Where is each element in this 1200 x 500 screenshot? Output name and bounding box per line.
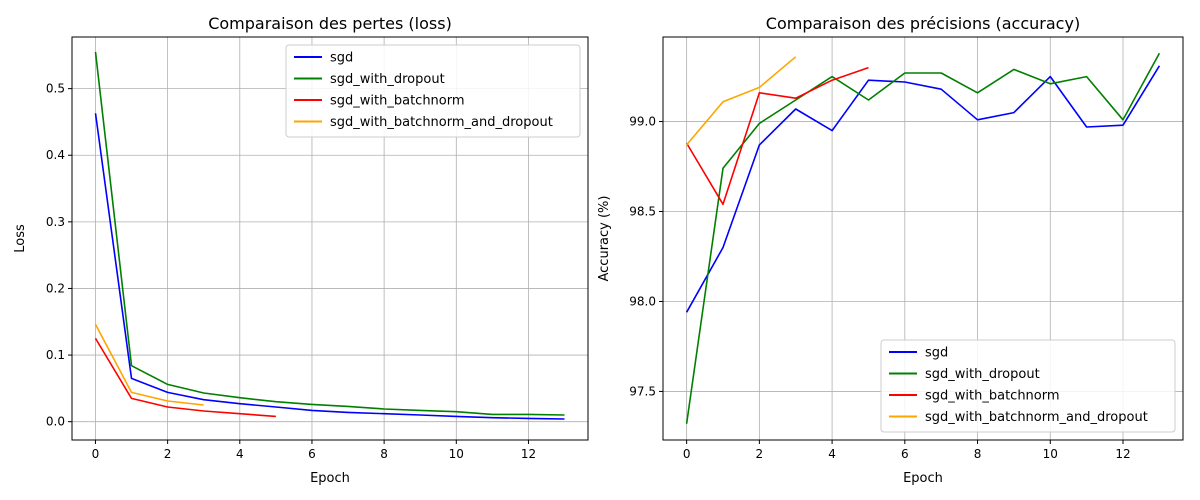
- accuracy-y-tick-label: 98.0: [629, 294, 656, 308]
- accuracy-y-tick-label: 98.5: [629, 205, 656, 219]
- loss-y-axis-label: Loss: [13, 224, 28, 253]
- loss-y-tick-label: 0.3: [46, 215, 65, 229]
- accuracy-x-axis-label: Epoch: [903, 471, 943, 486]
- accuracy-legend-box: [880, 339, 1176, 433]
- accuracy-x-tick-label: 12: [1115, 447, 1130, 461]
- accuracy-series-sgd: [685, 65, 1161, 313]
- loss-legend: sgd sgd_with_dropout sgd_with_batchnormsgd…: [285, 44, 581, 138]
- accuracy-legend-label: sgd_with_dropout: [925, 367, 1040, 382]
- accuracy-x-tick-label: 10: [1043, 447, 1058, 461]
- accuracy-plot-frame: [662, 36, 1184, 441]
- accuracy-x-tick-label: 4: [828, 447, 836, 461]
- loss-plot-frame: [71, 36, 589, 441]
- loss-series-sgd_with_dropout: [94, 51, 565, 416]
- loss-x-tick-label: 0: [92, 447, 100, 461]
- loss-series-sgd_with_batchnorm_and_dropout: [94, 324, 204, 406]
- loss-series-sgd_with_batchnorm: [94, 337, 276, 418]
- accuracy-x-tick-label: 8: [974, 447, 982, 461]
- loss-y-tick-label: 0.2: [46, 281, 65, 295]
- accuracy-series-lines: [685, 52, 1161, 424]
- loss-y-tick-label: 0.4: [46, 148, 65, 162]
- loss-y-tick-label: 0.1: [46, 348, 65, 362]
- loss-series-sgd: [94, 113, 565, 420]
- accuracy-y-tick-label: 97.5: [629, 384, 656, 398]
- loss-x-tick-label: 8: [380, 447, 388, 461]
- loss-x-axis-label: Epoch: [310, 471, 350, 486]
- loss-x-tick-label: 4: [236, 447, 244, 461]
- accuracy-grid: [663, 37, 1183, 440]
- loss-legend-label: sgd: [330, 51, 353, 66]
- loss-legend-box: [285, 44, 581, 138]
- accuracy-series-sgd_with_dropout: [685, 52, 1161, 424]
- accuracy-legend-label: sgd_with_batchnorm_and_dropout: [925, 410, 1148, 425]
- loss-y-tick-label: 0.0: [46, 415, 65, 429]
- loss-chart: 0 2 4 6 8 10 12 0.0 0.1 0.2 0.3 0.4 0.5 Comparaison …: [13, 14, 589, 486]
- accuracy-series-sgd_with_batchnorm: [685, 66, 869, 206]
- accuracy-x-tick-label: 6: [901, 447, 909, 461]
- loss-grid: [72, 37, 588, 440]
- loss-legend-label: sgd_with_batchnorm_and_dropout: [330, 115, 553, 130]
- accuracy-legend-label: sgd_with_batchnorm: [925, 389, 1060, 404]
- loss-x-tick-label: 2: [164, 447, 172, 461]
- accuracy-x-tick-label: 2: [756, 447, 764, 461]
- accuracy-x-tick-label: 0: [683, 447, 691, 461]
- loss-ticks: 0 2 4 6 8 10 12 0.0 0.1 0.2 0.3 0.4 0.5: [46, 82, 536, 461]
- loss-x-tick-label: 6: [308, 447, 316, 461]
- accuracy-legend: sgd sgd_with_dropout sgd_with_batchnormsgd…: [880, 339, 1176, 433]
- loss-y-tick-label: 0.5: [46, 82, 65, 96]
- accuracy-ticks: 0 2 4 6 8 10 12 97.5 98.0 98.5 99.0: [629, 115, 1130, 461]
- accuracy-chart-title: Comparaison des précisions (accuracy): [766, 14, 1080, 33]
- loss-legend-label: sgd_with_batchnorm: [330, 94, 465, 109]
- loss-x-tick-label: 10: [449, 447, 464, 461]
- loss-chart-title: Comparaison des pertes (loss): [208, 14, 452, 33]
- accuracy-series-sgd_with_batchnorm_and_dropout: [685, 56, 797, 146]
- loss-legend-label: sgd_with_dropout: [330, 72, 445, 87]
- loss-x-tick-label: 12: [521, 447, 536, 461]
- loss-series-lines: [94, 51, 565, 420]
- accuracy-legend-label: sgd: [925, 346, 948, 361]
- accuracy-y-axis-label: Accuracy (%): [597, 196, 612, 282]
- accuracy-y-tick-label: 99.0: [629, 115, 656, 129]
- accuracy-chart: 0 2 4 6 8 10 12 97.5 98.0 98.5 99.0 Comparaison de…: [597, 14, 1184, 486]
